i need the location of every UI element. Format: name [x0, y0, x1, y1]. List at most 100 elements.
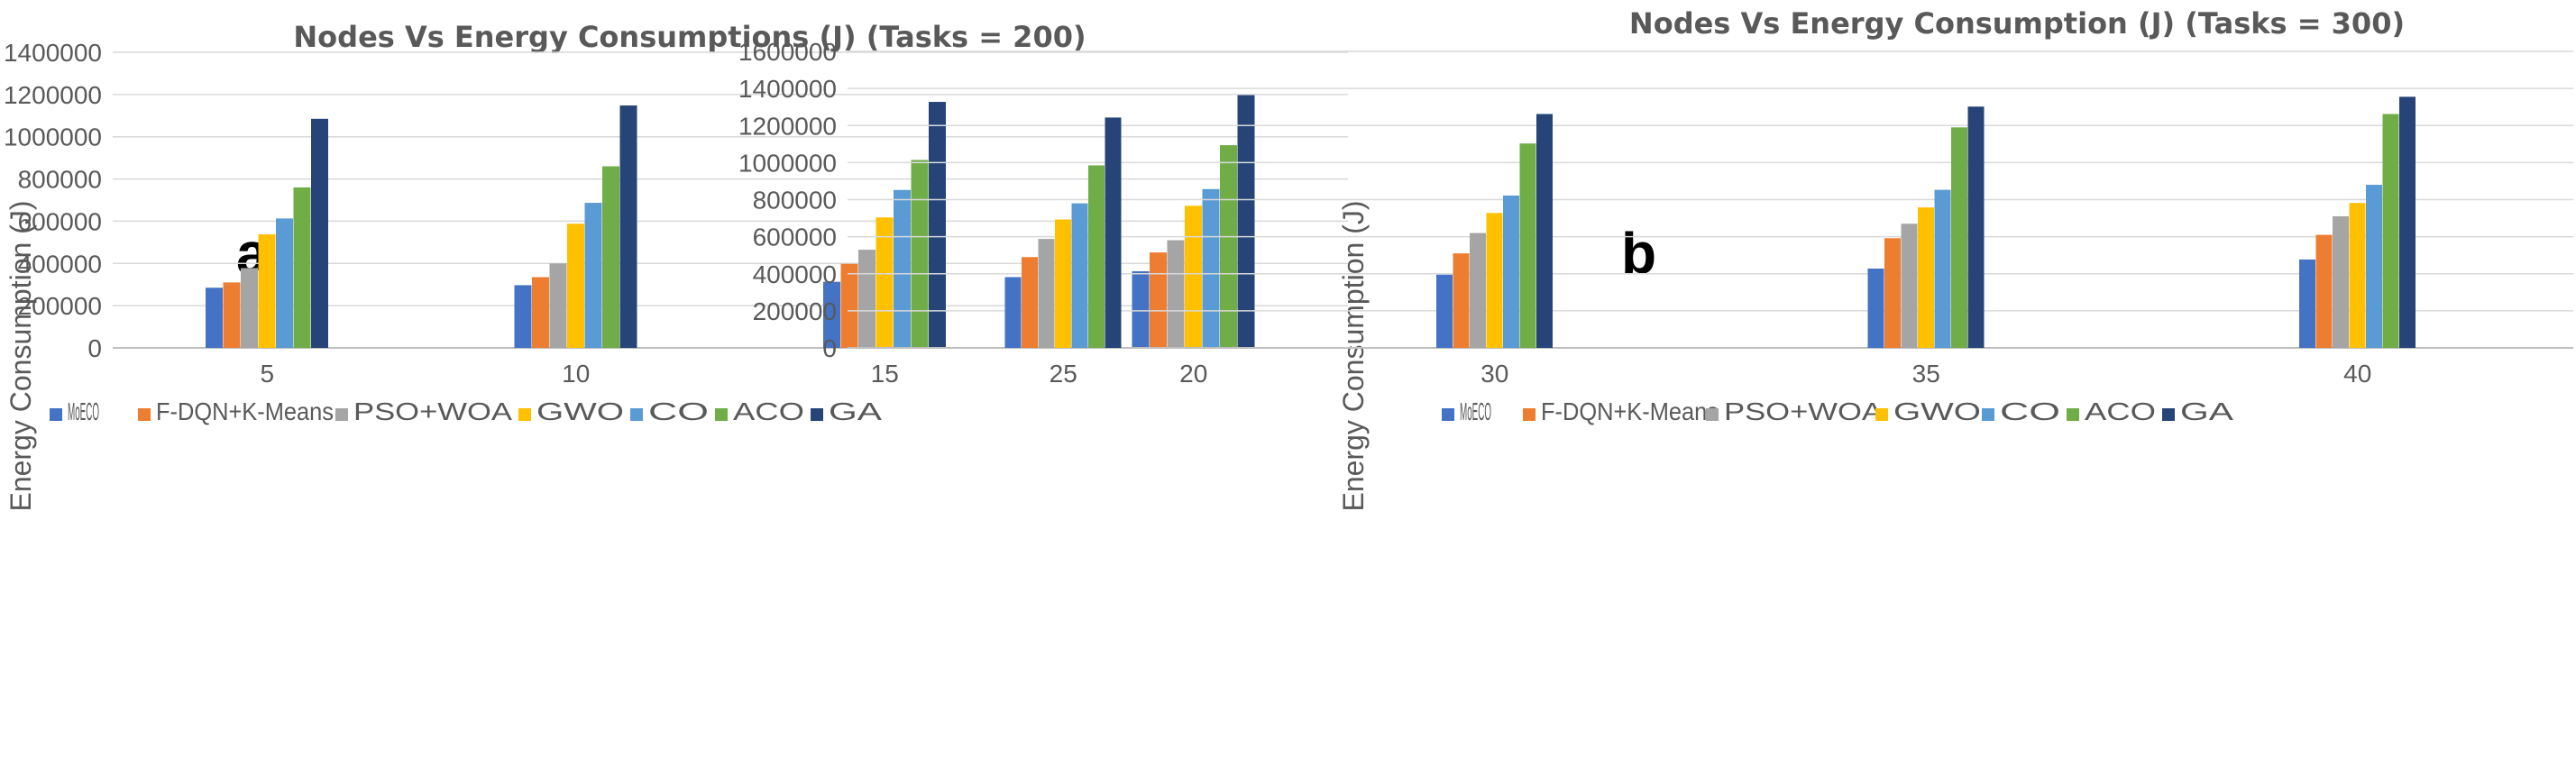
chart-b: Nodes Vs Energy Consumption (J) (Tasks =…	[738, 6, 2573, 512]
bar	[1536, 114, 1553, 348]
bar	[1132, 270, 1150, 348]
bar	[1004, 277, 1022, 348]
y-tick-label: 1200000	[738, 112, 837, 140]
bar	[1901, 224, 1918, 348]
bar	[894, 189, 911, 348]
bar	[2333, 216, 2349, 348]
legend-swatch	[2162, 408, 2175, 421]
x-tick-label: 20	[1179, 360, 1207, 388]
y-tick-label: 800000	[753, 187, 837, 215]
chart-a-legend: MoECO F-DQN+K-Means PSO+WOA GWO CO ACO GA	[50, 397, 882, 425]
bar	[276, 218, 293, 348]
y-tick-label: 1000000	[738, 149, 837, 177]
bar	[1884, 238, 1901, 348]
legend-swatch	[1875, 408, 1888, 421]
bar	[1453, 253, 1470, 348]
y-tick-label: 0	[87, 334, 102, 362]
bar	[602, 166, 619, 348]
chart-b-x-tick-labels: 25 30 35 40	[1050, 360, 2372, 388]
bar	[1202, 188, 1220, 348]
legend-label: GWO	[536, 397, 624, 425]
legend-label: MoECO	[68, 397, 99, 425]
bar	[1105, 117, 1122, 348]
x-tick-label: 40	[2343, 360, 2371, 388]
y-tick-label: 200000	[18, 292, 102, 320]
bar	[2366, 185, 2382, 348]
bar	[840, 263, 858, 348]
y-tick-label: 1400000	[4, 39, 102, 67]
bar	[1519, 143, 1536, 348]
bar	[2299, 259, 2315, 348]
legend-swatch	[715, 408, 728, 421]
bar	[1951, 127, 1967, 348]
bar	[1470, 233, 1486, 348]
bar	[1237, 95, 1255, 348]
bar	[241, 268, 258, 348]
bar	[2382, 114, 2399, 348]
x-tick-label: 10	[562, 360, 590, 388]
legend-label: CO	[648, 397, 709, 425]
legend-swatch	[50, 408, 62, 421]
bar	[311, 118, 328, 348]
bar	[206, 288, 223, 348]
legend-swatch	[2067, 408, 2079, 421]
legend-label: PSO+WOA	[353, 397, 512, 425]
chart-a: Nodes Vs Energy Consumptions (J) (Tasks …	[4, 20, 1348, 512]
legend-label: GWO	[1893, 397, 1981, 425]
legend-swatch	[335, 408, 348, 421]
x-tick-label: 35	[1912, 360, 1940, 388]
x-tick-label: 5	[260, 360, 274, 388]
y-tick-label: 600000	[18, 207, 102, 235]
bar	[584, 203, 602, 348]
y-tick-label: 800000	[18, 166, 102, 194]
y-tick-label: 400000	[753, 260, 837, 288]
legend-label: F-DQN+K-Means	[1541, 397, 1719, 425]
bar	[1088, 165, 1105, 348]
bar	[1436, 274, 1453, 348]
bar	[549, 263, 567, 348]
bar	[567, 224, 584, 348]
legend-swatch	[1706, 408, 1719, 421]
legend-label: GA	[829, 397, 882, 425]
bar	[1038, 239, 1055, 348]
bar	[223, 282, 241, 348]
legend-label: PSO+WOA	[1724, 397, 1883, 425]
legend-label: MoECO	[1460, 397, 1491, 425]
chart-b-title: Nodes Vs Energy Consumption (J) (Tasks =…	[1629, 6, 2405, 41]
bar	[1918, 207, 1934, 348]
chart-a-bars	[206, 95, 1255, 349]
y-tick-label: 1200000	[4, 81, 102, 109]
x-tick-label: 25	[1050, 360, 1077, 388]
bar	[1071, 203, 1088, 348]
chart-a-title: Nodes Vs Energy Consumptions (J) (Tasks …	[293, 20, 1086, 54]
bar	[875, 217, 894, 348]
bar	[823, 281, 840, 348]
chart-a-y-tick-labels: 0 200000 400000 600000 800000 1000000 1200000 1…	[4, 39, 102, 362]
legend-swatch	[811, 408, 823, 421]
bar	[1934, 189, 1951, 348]
y-tick-label: 200000	[753, 297, 837, 325]
legend-swatch	[1523, 408, 1536, 421]
bar	[911, 160, 929, 348]
chart-b-y-tick-labels: 0 200000 400000 600000 800000 1000000 1200000 1…	[738, 38, 837, 362]
y-tick-label: 1600000	[738, 38, 837, 66]
bar	[1867, 268, 1884, 348]
legend-label: CO	[2000, 397, 2060, 425]
bar	[858, 250, 875, 348]
legend-label: ACO	[733, 397, 804, 425]
legend-label: ACO	[2085, 397, 2156, 425]
y-tick-label: 0	[822, 334, 837, 362]
legend-label: GA	[2180, 397, 2233, 425]
x-tick-label: 30	[1481, 360, 1508, 388]
y-tick-label: 1000000	[4, 123, 102, 151]
bar	[1150, 252, 1167, 348]
chart-b-panel-letter: b	[1621, 221, 1656, 286]
chart-b-bars	[1004, 96, 2416, 349]
chart-b-gridlines	[848, 50, 2573, 349]
bar	[258, 233, 276, 348]
bar	[514, 285, 532, 348]
bar	[1055, 219, 1071, 348]
bar	[1167, 240, 1185, 348]
bar	[1967, 106, 1985, 349]
chart-b-y-axis-label: Energy Consumption (J)	[1337, 200, 1370, 511]
